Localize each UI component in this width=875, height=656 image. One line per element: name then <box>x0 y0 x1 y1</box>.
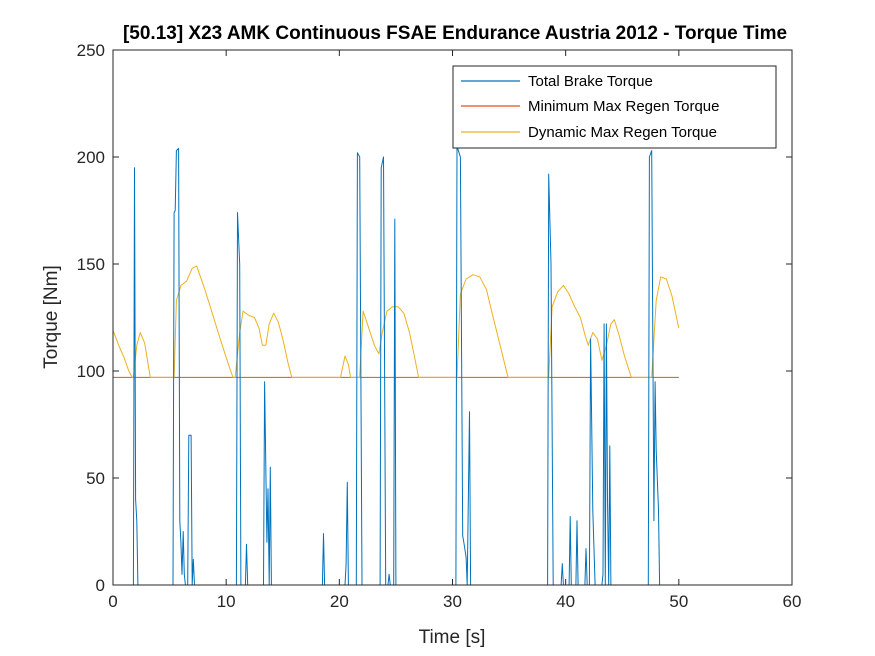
x-axis-label: Time [s] <box>419 627 486 648</box>
x-tick-label: 30 <box>443 592 462 611</box>
chart-title: [50.13] X23 AMK Continuous FSAE Enduranc… <box>123 23 787 44</box>
legend-entry-minimum-max-regen-torque: Minimum Max Regen Torque <box>528 98 719 115</box>
legend-entry-total-brake-torque: Total Brake Torque <box>528 73 653 90</box>
y-tick-label: 200 <box>77 148 105 167</box>
y-tick-label: 250 <box>77 41 105 60</box>
series-line-dynamic-max-regen-torque <box>112 265 680 378</box>
x-tick-label: 40 <box>556 592 575 611</box>
y-tick-label: 50 <box>86 469 105 488</box>
x-tick-label: 50 <box>669 592 688 611</box>
legend: Total Brake Torque Minimum Max Regen Tor… <box>452 65 777 149</box>
x-tick-label: 0 <box>108 592 117 611</box>
legend-entry-dynamic-max-regen-torque: Dynamic Max Regen Torque <box>528 124 717 141</box>
x-tick-label: 20 <box>330 592 349 611</box>
x-tick-label: 60 <box>783 592 802 611</box>
y-tick-label: 0 <box>96 576 105 595</box>
x-tick-label: 10 <box>217 592 236 611</box>
legend-box <box>452 65 777 149</box>
y-axis-label: Torque [Nm] <box>41 265 62 368</box>
y-tick-label: 150 <box>77 255 105 274</box>
y-tick-label: 100 <box>77 362 105 381</box>
